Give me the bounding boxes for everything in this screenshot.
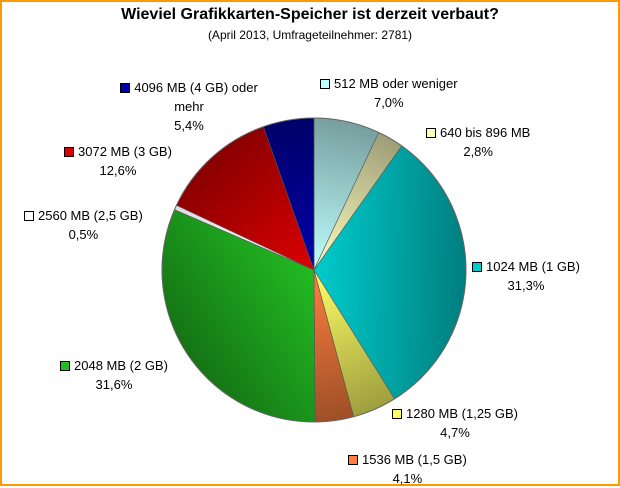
swatch-4096mb (120, 82, 131, 93)
legend-label-1280mb: 1280 MB (1,25 GB) 4,7% (392, 404, 518, 442)
legend-label-512mb: 512 MB oder weniger 7,0% (320, 74, 458, 112)
pie-outline (161, 117, 467, 423)
swatch-3072mb (64, 146, 74, 157)
legend-label-4096mb: 4096 MB (4 GB) oder mehr 5,4% (114, 78, 264, 135)
legend-label-1536mb: 1536 MB (1,5 GB) 4,1% (348, 450, 467, 488)
legend-label-3072mb: 3072 MB (3 GB) 12,6% (64, 142, 172, 180)
swatch-2048mb (60, 360, 70, 371)
swatch-1024mb (472, 261, 482, 272)
legend-label-2048mb: 2048 MB (2 GB) 31,6% (60, 356, 168, 394)
legend-label-640-896mb: 640 bis 896 MB 2,8% (426, 123, 530, 161)
swatch-1280mb (392, 408, 402, 419)
legend-label-2560mb: 2560 MB (2,5 GB) 0,5% (24, 206, 143, 244)
swatch-640-896mb (426, 127, 436, 138)
chart-subtitle: (April 2013, Umfrageteilnehmer: 2781) (207, 28, 413, 42)
swatch-512mb (320, 78, 330, 89)
swatch-2560mb (24, 210, 34, 221)
swatch-1536mb (348, 454, 358, 465)
legend-label-1024mb: 1024 MB (1 GB) 31,3% (472, 257, 580, 295)
chart-title: Wieviel Grafikkarten-Speicher ist derzei… (121, 6, 499, 23)
